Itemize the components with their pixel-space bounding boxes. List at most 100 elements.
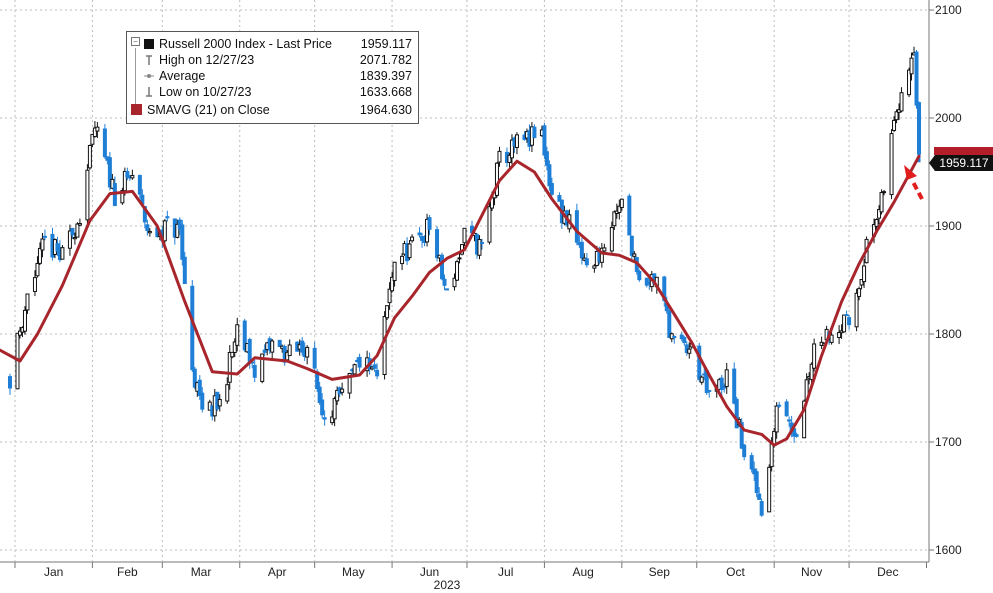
price-tag-pointer: [929, 155, 935, 171]
price-bar: [87, 145, 92, 169]
price-bar: [417, 232, 422, 236]
price-bar: [547, 164, 552, 187]
price-bar: [145, 224, 150, 232]
price-bar: [242, 320, 247, 351]
red-square-icon: [131, 104, 142, 115]
price-bar: [442, 278, 447, 286]
y-tick-label: 1800: [935, 327, 962, 341]
price-bar: [320, 399, 325, 416]
low-tick-icon: [146, 87, 152, 97]
y-tick-label: 1700: [935, 435, 962, 449]
price-bar: [889, 133, 894, 196]
price-bar: [37, 247, 42, 264]
price-bar: [742, 444, 747, 458]
price-bar: [352, 364, 357, 375]
price-bar: [892, 119, 897, 131]
price-bar: [842, 314, 847, 333]
x-tick-label: Nov: [801, 565, 822, 579]
price-bar: [75, 223, 80, 238]
price-bar: [514, 134, 519, 148]
price-bar: [859, 278, 864, 286]
price-bar: [609, 227, 614, 252]
legend-bracket: [135, 48, 136, 114]
price-bar: [487, 206, 492, 243]
price-bar: [252, 364, 257, 378]
price-bar: [102, 128, 107, 158]
x-tick-label: Mar: [191, 565, 212, 579]
price-bar: [509, 139, 514, 159]
price-bar: [682, 337, 687, 344]
price-bar: [262, 349, 267, 353]
price-bar: [125, 171, 130, 178]
legend-collapse-icon[interactable]: −: [131, 37, 140, 46]
price-bar: [759, 501, 764, 516]
price-bar: [627, 195, 632, 236]
legend-item-last-price: Russell 2000 Index - Last Price 1959.117: [127, 36, 418, 52]
price-bar: [809, 363, 814, 380]
price-bar: [7, 376, 12, 389]
price-bar: [300, 340, 305, 353]
price-bar: [270, 340, 275, 353]
legend-item-high: High on 12/27/23 2071.782: [127, 52, 418, 68]
price-bar: [40, 238, 45, 251]
price-bar: [477, 239, 482, 256]
price-bar: [390, 276, 395, 292]
price-bar: [165, 216, 170, 219]
price-bar: [632, 253, 637, 257]
price-bar: [687, 348, 692, 354]
price-bar: [347, 373, 352, 394]
legend-label: High on 12/27/23: [159, 53, 255, 67]
price-bar: [767, 466, 772, 513]
price-bar: [407, 243, 412, 259]
price-bar: [749, 455, 754, 470]
price-bar: [60, 247, 65, 260]
price-bar: [260, 353, 265, 382]
y-tick-label: 2100: [935, 3, 962, 17]
price-bar: [67, 230, 72, 249]
price-bar: [192, 368, 197, 388]
price-bar: [592, 265, 597, 269]
price-bar: [137, 174, 142, 195]
x-tick-label: Jun: [420, 565, 439, 579]
price-bar: [340, 388, 345, 393]
price-bar: [95, 126, 100, 132]
price-bar: [774, 405, 779, 433]
legend-item-low: Low on 10/27/23 1633.668: [127, 84, 418, 100]
price-bar: [909, 57, 914, 75]
price-bar: [612, 211, 617, 227]
price-bar: [85, 169, 90, 221]
x-tick-label: Apr: [268, 565, 287, 579]
chart-legend: − Russell 2000 Index - Last Price 1959.1…: [126, 31, 419, 124]
price-bar: [599, 247, 604, 263]
x-tick-label: Sep: [649, 565, 671, 579]
price-bar: [440, 254, 445, 280]
price-bar: [190, 285, 195, 371]
price-bar: [427, 217, 432, 230]
price-bar: [847, 317, 852, 326]
price-bar: [837, 332, 842, 338]
x-axis-title: 2023: [434, 578, 461, 592]
x-axis-ticks: Jan Feb Mar Apr May Jun Jul Aug Sep Oct Nov Dec: [14, 562, 928, 579]
price-bar: [200, 392, 205, 410]
price-bar: [385, 305, 390, 319]
price-bar: [457, 257, 462, 260]
x-tick-label: Aug: [572, 565, 593, 579]
price-bar: [197, 379, 202, 397]
price-bar: [425, 218, 430, 243]
sma-price-tag: [934, 147, 993, 155]
price-bar: [25, 293, 30, 311]
legend-label: Low on 10/27/23: [159, 85, 252, 99]
price-bar: [784, 401, 789, 417]
x-tick-label: May: [342, 565, 365, 579]
price-bar: [644, 277, 649, 286]
legend-label: Russell 2000 Index - Last Price: [159, 37, 333, 51]
price-bar: [882, 191, 887, 194]
legend-label: SMAVG (21) on Close: [147, 103, 270, 117]
price-bar: [699, 376, 704, 383]
price-bar: [479, 242, 484, 245]
price-bar: [802, 400, 807, 439]
price-bar: [874, 219, 879, 227]
price-bar: [70, 227, 75, 236]
annotation-arrow: [904, 165, 924, 200]
